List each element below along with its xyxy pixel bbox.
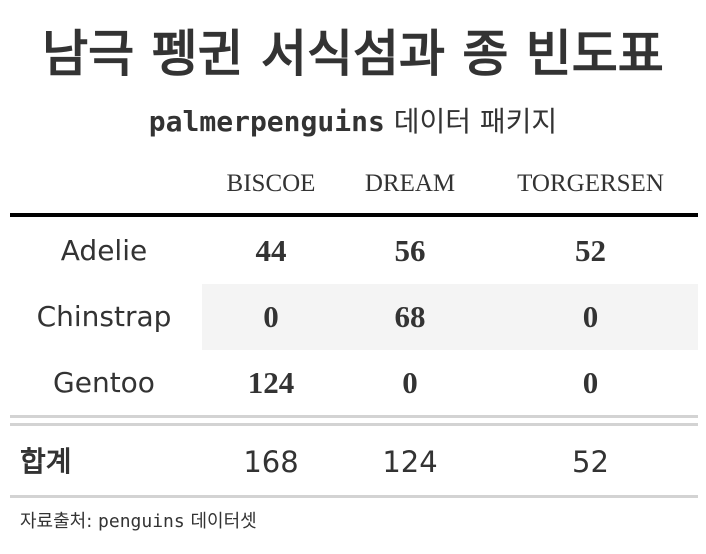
- column-header-biscoe: BISCOE: [226, 170, 316, 197]
- table-title: 남극 펭귄 서식섬과 종 빈도표: [42, 25, 664, 83]
- table-cell: 68: [394, 299, 426, 334]
- row-label: Gentoo: [53, 366, 155, 399]
- source-prefix: 자료출처:: [20, 511, 99, 532]
- table-cell: 124: [247, 365, 295, 400]
- row-stripe: [202, 284, 698, 350]
- subtitle-package-name: palmerpenguins: [148, 105, 385, 138]
- table-subtitle: palmerpenguins 데이터 패키지: [0, 102, 706, 142]
- source-suffix: 데이터셋: [184, 511, 257, 532]
- column-header-torgersen: TORGERSEN: [517, 170, 664, 197]
- source-note: 자료출처: penguins 데이터셋: [20, 508, 257, 536]
- header-rule: [10, 213, 698, 217]
- table-cell: 56: [394, 233, 426, 268]
- table-cell: 0: [582, 365, 599, 400]
- summary-rule-bottom: [10, 423, 698, 426]
- table-cell: 0: [582, 299, 599, 334]
- summary-label: 합계: [20, 445, 72, 478]
- summary-cell: 52: [572, 445, 609, 479]
- table-cell: 44: [255, 233, 287, 268]
- column-header-dream: DREAM: [364, 170, 456, 197]
- summary-cell: 168: [243, 445, 299, 479]
- table-cell: 0: [402, 365, 418, 400]
- source-dataset-name: penguins: [98, 511, 185, 532]
- summary-rule-top: [10, 415, 698, 418]
- row-label: Chinstrap: [36, 300, 172, 333]
- table-cell: 0: [263, 299, 279, 334]
- table-bottom-rule: [10, 495, 698, 498]
- summary-cell: 124: [382, 445, 438, 479]
- subtitle-text: 데이터 패키지: [384, 105, 558, 138]
- table-cell: 52: [575, 233, 606, 268]
- row-label: Adelie: [60, 234, 148, 267]
